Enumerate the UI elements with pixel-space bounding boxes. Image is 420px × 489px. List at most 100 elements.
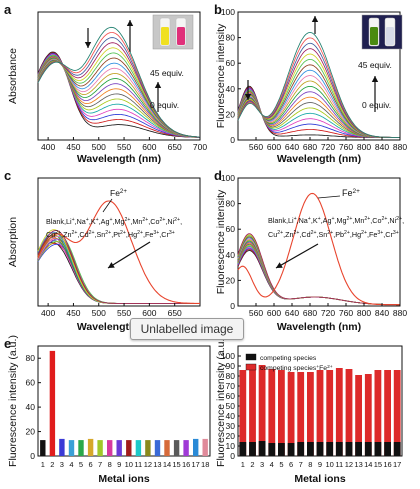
annotation-charge: + [72,217,75,223]
x-tick-label: 9 [117,460,121,469]
x-tick-label: 760 [339,142,353,152]
pointer-arrow [275,243,319,269]
bar-competing [239,442,247,456]
annotation-text: ,Mn [352,216,364,225]
annotation-text: Blank,Li [46,217,72,226]
y-tick-label: 40 [226,84,236,94]
emission-curve [237,86,400,138]
x-tick-label: 12 [345,460,353,469]
annotation-charge: 2+ [364,216,370,222]
bar [49,350,56,456]
bar-with-fe2 [384,370,391,456]
annotation-charge: 2+ [361,230,367,236]
annotation-text: ,K [311,216,318,225]
fe2-curve [37,200,200,304]
annotation-text: ,Pb [333,230,344,239]
legend-swatch [245,363,257,371]
annotation-charge: + [316,365,319,370]
x-tick-label: 16 [182,460,190,469]
bar [107,440,113,456]
annotation-text: competing species [260,355,317,362]
vial-solution [386,27,394,45]
annotation-charge: + [96,217,99,223]
x-tick-label: 13 [153,460,161,469]
x-tick-label: 600 [267,308,281,318]
y-tick-label: 0 [230,301,235,311]
x-tick-label: 17 [393,460,401,469]
annotation-text: competing species [260,365,317,372]
x-tick-label: 13 [354,460,362,469]
bar-with-fe2 [316,370,324,456]
emission-curve [237,237,400,306]
plot-frame [37,345,211,457]
vial-solution [177,27,185,45]
x-tick-label: 680 [303,142,317,152]
decrease-arrow-head [84,42,92,48]
bar-competing [355,442,362,456]
bar-with-fe2 [364,374,372,456]
y-tick-label: 40 [226,250,236,260]
bar-with-fe2 [287,372,295,456]
x-tick-label: 560 [249,308,263,318]
legend-label: competing species [260,355,317,362]
annotation-charge: + [331,216,334,222]
bar-with-fe2 [326,370,334,456]
bar [154,440,161,456]
absorption-curve [37,242,200,304]
x-tick-label: 800 [357,308,371,318]
annotation-text: ,K [89,217,96,226]
x-tick-label: 17 [191,460,199,469]
titration-arrow-head [371,76,379,82]
x-tick-label: 11 [335,460,343,469]
competing-ions-label: Cu2+,Zn2+,Cd2+,Sn2+,Pb2+,Hg2+,Fe3+,Cr3+ [268,230,399,239]
fe2-label: Fe2+ [110,188,127,199]
y-tick-label: 70 [226,381,236,391]
bar-competing [364,442,372,456]
annotation-charge: 2+ [72,230,78,236]
pointer-arrow-head [276,262,283,268]
annotation-text: Fe [110,188,120,198]
annotation-text: ,Ag [321,216,332,225]
annotation-charge: 2+ [353,188,361,195]
annotation-text: ,Ni [165,217,174,226]
bar-competing [345,442,353,456]
bar [40,440,46,456]
x-tick-label: 15 [172,460,180,469]
y-axis-label: Absorption [7,217,19,267]
bar-with-fe2 [249,369,256,456]
annotation-text: ,Co [370,216,381,225]
x-tick-label: 560 [249,142,263,152]
bar-with-fe2 [268,369,276,456]
bar [78,440,84,456]
bar-competing [335,442,343,456]
legend-label: competing species+Fe2+ [260,364,333,373]
x-tick-label: 640 [285,142,299,152]
bar-with-fe2 [355,375,362,456]
annotation-text: ,Hg [126,230,137,239]
bar [135,440,142,456]
y-tick-label: 80 [226,33,236,43]
annotation-text: Cu [268,230,277,239]
annotation-text: ,Na [297,216,308,225]
bar [164,440,170,456]
y-tick-label: 0 [30,451,35,461]
x-tick-label: 640 [285,308,299,318]
x-tick-label: 400 [41,142,55,152]
annotation-text: ,Mg [334,216,346,225]
y-tick-label: 80 [26,353,36,363]
x-tick-label: 450 [66,142,80,152]
x-tick-label: 12 [144,460,152,469]
x-tick-label: 600 [142,142,156,152]
x-tick-label: 10 [325,460,333,469]
emission-curve [237,85,400,138]
bar-with-fe2 [258,365,266,456]
x-tick-label: 14 [163,460,171,469]
annotation-charge: 2+ [311,230,317,236]
plot-frame [237,11,401,141]
x-tick-label: 18 [201,460,209,469]
annotation-charge: 2+ [277,230,283,236]
bar-competing [374,442,382,456]
annotation-text: ,Ag [99,217,110,226]
plot-frame [237,177,401,307]
annotation-text: ,Mn [130,217,142,226]
